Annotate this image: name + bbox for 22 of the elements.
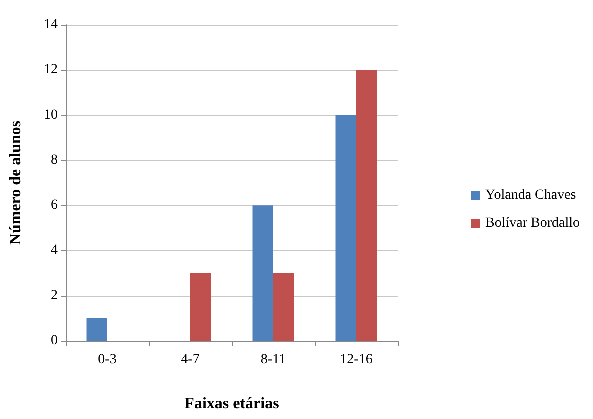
legend-label: Bolívar Bordallo — [486, 216, 580, 231]
legend-label: Yolanda Chaves — [486, 188, 576, 203]
y-tick-label: 0 — [51, 334, 58, 348]
y-tick-label: 14 — [44, 18, 58, 32]
bar — [336, 115, 356, 341]
y-tick-label: 6 — [51, 198, 58, 214]
bar — [86, 318, 108, 341]
y-tick-label: 12 — [44, 62, 58, 78]
bar — [274, 273, 294, 341]
y-tick-label: 10 — [44, 108, 58, 123]
bar — [356, 70, 378, 341]
x-tick-label: 8-11 — [260, 352, 286, 368]
bar — [252, 206, 274, 341]
y-tick-label: 2 — [51, 288, 58, 304]
x-tick-label: 4-7 — [181, 352, 200, 368]
x-tick-label: 0-3 — [98, 352, 117, 368]
y-tick-label: 8 — [51, 152, 58, 168]
y-tick-label: 4 — [51, 243, 58, 258]
y-axis-title: Número de alunos — [8, 120, 24, 246]
x-tick-label: 12-16 — [340, 352, 373, 368]
x-axis-title: Faixas etárias — [184, 396, 280, 412]
bar — [190, 273, 212, 341]
